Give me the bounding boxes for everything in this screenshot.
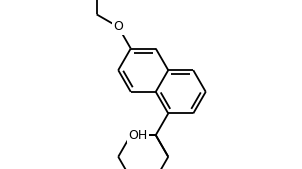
Text: OH: OH [129, 129, 148, 142]
Text: O: O [113, 20, 123, 33]
